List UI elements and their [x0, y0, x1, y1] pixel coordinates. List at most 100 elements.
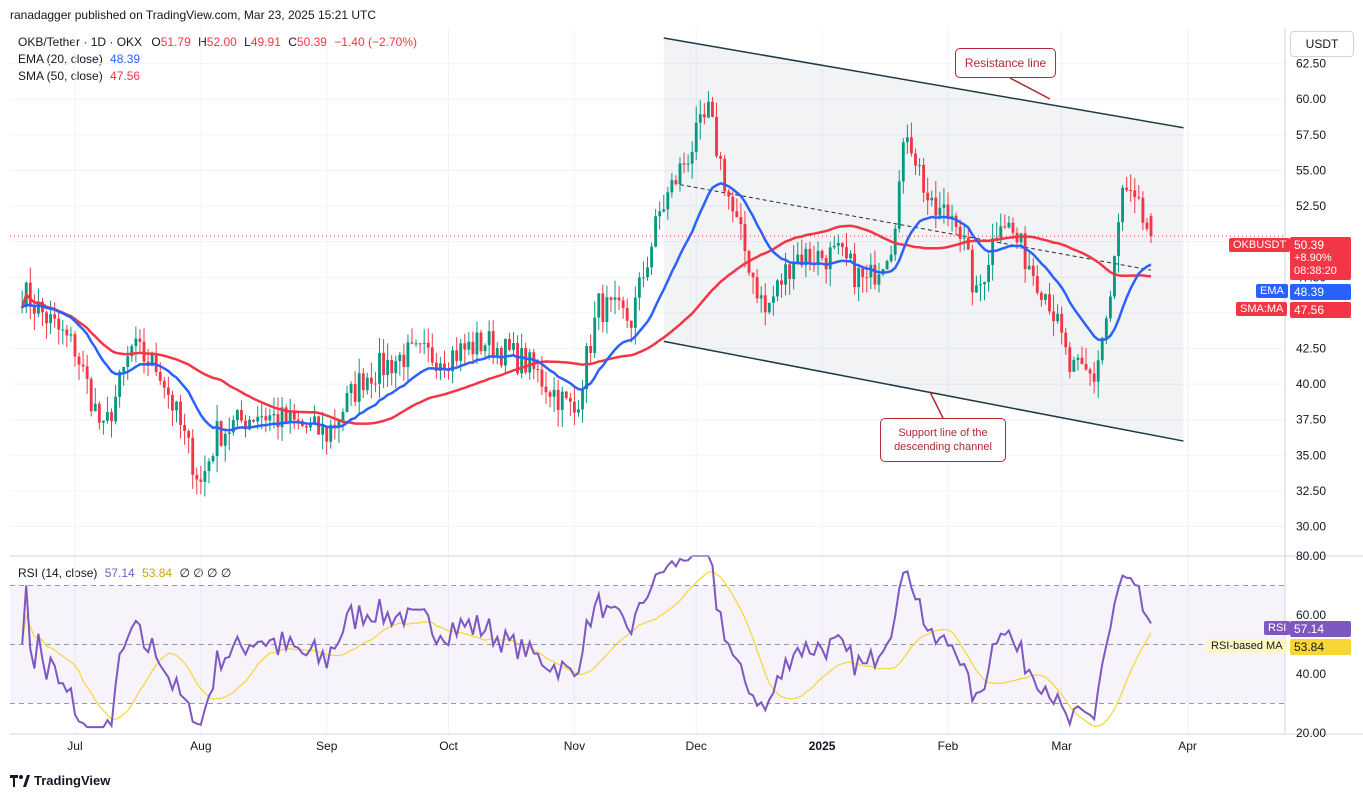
candle-body [808, 248, 812, 263]
candle-body [609, 297, 613, 300]
tradingview-logo[interactable]: TradingView [10, 773, 110, 788]
candle-body [81, 364, 85, 367]
rsi-legend-label: RSI (14, close) [18, 566, 98, 580]
candle-body [406, 342, 410, 367]
candle-body [49, 314, 53, 324]
candle-body [1044, 294, 1047, 300]
ema-legend-value: 48.39 [110, 52, 141, 66]
ohlc-high: 52.00 [206, 35, 237, 49]
rsi-legend-extra: ∅ ∅ ∅ ∅ [179, 566, 232, 580]
candle-body [597, 293, 601, 318]
candle-body [438, 363, 442, 371]
candle-body [459, 343, 463, 361]
candle-body [276, 414, 280, 428]
candle-body [231, 420, 235, 433]
candle-body [1100, 337, 1104, 361]
candle-body [349, 384, 353, 394]
candle-body [272, 414, 276, 416]
rsi-ma-tag-value: 53.84 [1290, 639, 1351, 655]
rsi-tick-label: 20.00 [1296, 726, 1326, 740]
rsi-legend[interactable]: RSI (14, close) 57.14 53.84 ∅ ∅ ∅ ∅ [18, 566, 231, 580]
candle-body [755, 277, 759, 299]
resistance-annotation[interactable]: Resistance line [955, 48, 1056, 78]
candle-body [325, 426, 329, 442]
support-line [663, 340, 1184, 442]
candle-body [1007, 222, 1011, 228]
candle-body [735, 211, 739, 218]
candle-body [288, 411, 292, 423]
candle-body [820, 250, 824, 259]
candle-body [1117, 222, 1120, 257]
ohlc-change: −1.40 (−2.70%) [334, 35, 417, 49]
candle-body [593, 317, 597, 353]
rsi-line [21, 555, 1152, 729]
candle-body [897, 181, 901, 229]
candle-body [524, 348, 528, 373]
price-tick-label: 40.00 [1296, 377, 1326, 391]
candle-body [365, 377, 369, 391]
candle-body [617, 297, 621, 301]
candle-body [625, 308, 629, 321]
candle-body [118, 371, 122, 397]
symbol-price-tag-label: OKBUSDT [1229, 238, 1291, 252]
candle-body [252, 419, 256, 422]
candle-body [333, 424, 337, 426]
sma-legend[interactable]: SMA (50, close) 47.56 [18, 69, 140, 83]
candle-body [792, 262, 796, 279]
candle-body [893, 228, 897, 255]
candle-body [1072, 359, 1076, 372]
moving-averages [10, 181, 1285, 432]
ema-legend-label: EMA (20, close) [18, 52, 103, 66]
candle-body [702, 114, 706, 118]
currency-selector[interactable]: USDT [1290, 31, 1354, 57]
candle-body [443, 363, 446, 369]
candle-body [1137, 197, 1141, 199]
candle-body [784, 264, 787, 285]
ohlc-open-label: O [151, 35, 161, 49]
candle-body [682, 163, 686, 165]
candle-body [483, 345, 487, 352]
candle-body [32, 306, 36, 314]
candle-body [605, 297, 609, 323]
candle-body [390, 359, 394, 374]
sma-legend-value: 47.56 [110, 69, 141, 83]
candle-body [215, 421, 219, 457]
last-price-change: +8.90% [1294, 252, 1332, 264]
price-tick-label: 30.00 [1296, 520, 1326, 534]
candle-body [386, 359, 390, 376]
time-tick-label: Nov [564, 739, 585, 753]
candle-body [763, 295, 767, 313]
candle-body [158, 372, 162, 381]
candle-body [690, 151, 694, 164]
candle-body [966, 237, 970, 250]
candle-body [1052, 311, 1055, 322]
rsi-tag-value: 57.14 [1290, 621, 1351, 637]
candle-body [572, 401, 576, 413]
candle-body [776, 280, 779, 297]
support-annotation[interactable]: Support line of the descending channel [880, 418, 1006, 462]
candle-body [434, 362, 438, 371]
currency-label: USDT [1305, 37, 1339, 51]
candle-body [37, 301, 40, 314]
symbol-name[interactable]: OKB/Tether · 1D · OKX [18, 35, 143, 49]
candle-body [585, 346, 589, 390]
resistance-line [663, 37, 1184, 129]
candle-body [69, 334, 73, 336]
candle-body [544, 386, 548, 393]
footer-brand: TradingView [34, 773, 111, 788]
candle-body [106, 412, 109, 421]
tradingview-logo-icon [10, 774, 30, 787]
ema-legend[interactable]: EMA (20, close) 48.39 [18, 52, 140, 66]
candle-body [987, 264, 991, 282]
candle-body [418, 343, 422, 345]
candle-body [1011, 222, 1015, 233]
candle-body [292, 411, 296, 420]
candle-body [455, 350, 459, 361]
price-tick-label: 60.00 [1296, 92, 1326, 106]
candle-body [767, 302, 771, 313]
candle-body [857, 268, 861, 288]
candle-body [800, 254, 804, 266]
price-tick-label: 37.50 [1296, 413, 1326, 427]
time-tick-label: Sep [316, 739, 338, 753]
